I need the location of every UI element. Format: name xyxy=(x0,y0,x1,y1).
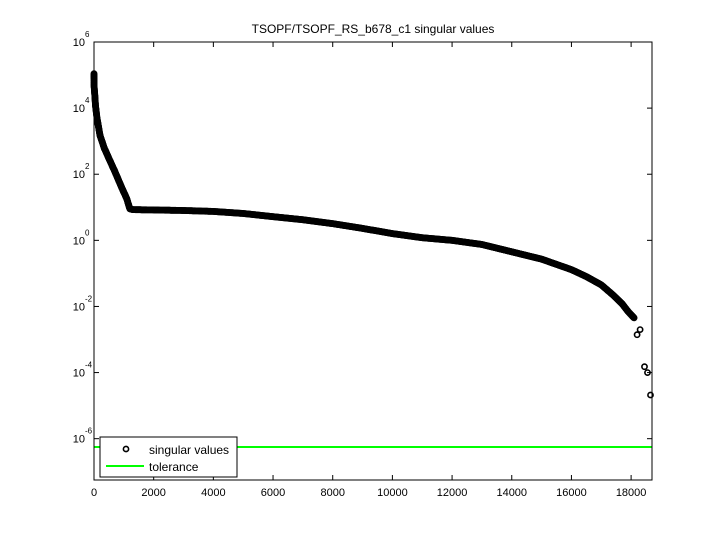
plot-area xyxy=(90,70,654,449)
legend-label-singular-values: singular values xyxy=(149,443,229,457)
x-tick-label: 16000 xyxy=(556,487,587,499)
y-tick-label: 10 xyxy=(73,434,85,446)
y-tick-label: 10 xyxy=(73,37,85,49)
chart-title: TSOPF/TSOPF_RS_b678_c1 singular values xyxy=(252,22,495,36)
legend: singular values tolerance xyxy=(99,436,238,478)
y-tick-exponent: 6 xyxy=(85,30,90,39)
legend-label-tolerance: tolerance xyxy=(149,460,199,474)
x-tick-label: 12000 xyxy=(437,487,468,499)
x-tick-label: 18000 xyxy=(616,487,647,499)
y-tick-exponent: -2 xyxy=(85,294,93,303)
y-tick-exponent: 2 xyxy=(85,162,90,171)
y-tick-label: 10 xyxy=(73,301,85,313)
y-tick-label: 10 xyxy=(73,169,85,181)
y-tick-label: 10 xyxy=(73,103,85,115)
circle-marker-icon xyxy=(122,445,130,453)
legend-box xyxy=(99,436,238,478)
x-tick-label: 10000 xyxy=(377,487,408,499)
y-tick-exponent: -6 xyxy=(85,427,93,436)
y-tick-label: 10 xyxy=(73,235,85,247)
x-tick-label: 0 xyxy=(91,487,97,499)
x-tick-label: 14000 xyxy=(496,487,527,499)
x-tick-label: 2000 xyxy=(141,487,165,499)
y-tick-exponent: 0 xyxy=(85,228,90,237)
y-tick-label: 10 xyxy=(73,368,85,380)
x-tick-label: 4000 xyxy=(201,487,225,499)
singular-values-series xyxy=(90,70,654,399)
y-tick-exponent: -4 xyxy=(85,361,93,370)
x-tick-label: 6000 xyxy=(261,487,285,499)
y-tick-exponent: 4 xyxy=(85,96,90,105)
axes-frame xyxy=(93,41,653,481)
x-tick-label: 8000 xyxy=(320,487,344,499)
x-axis: 0 2000 4000 6000 8000 10000 12000 14000 16000 180… xyxy=(91,42,646,499)
